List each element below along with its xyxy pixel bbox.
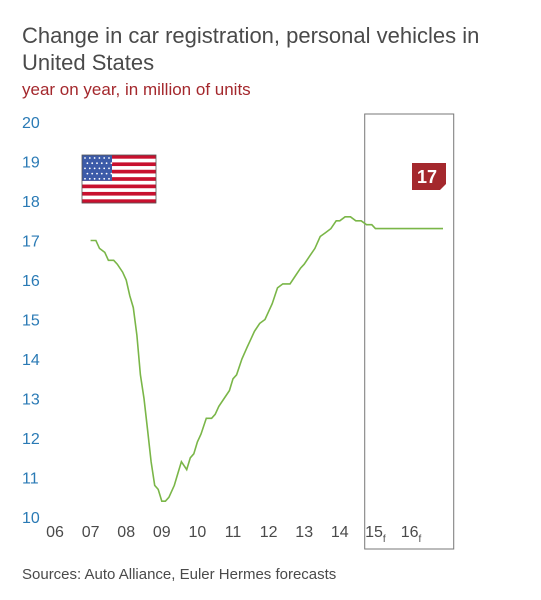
source-note: Sources: Auto Alliance, Euler Hermes for… [22, 566, 337, 583]
x-tick-label: 06 [46, 524, 64, 541]
y-tick-label: 20 [22, 115, 40, 132]
y-tick-label: 11 [22, 471, 39, 488]
y-tick-label: 18 [22, 194, 40, 211]
x-tick-label: 16f [401, 524, 422, 545]
y-tick-label: 19 [22, 155, 40, 172]
y-tick-label: 14 [22, 352, 40, 369]
x-tick-label: 14 [331, 524, 349, 541]
y-tick-label: 13 [22, 392, 40, 409]
x-tick-label: 07 [82, 524, 100, 541]
x-tick-label: 13 [295, 524, 313, 541]
y-tick-label: 17 [22, 234, 40, 251]
x-tick-label: 12 [260, 524, 278, 541]
x-axis: 06 07 08 09 10 11 12 13 14 15f 16f [46, 524, 421, 545]
series-line [90, 216, 443, 503]
x-tick-label: 08 [117, 524, 135, 541]
chart-title: Change in car registration, personal veh… [22, 23, 480, 75]
x-tick-label: 11 [225, 524, 242, 541]
chart-subtitle: year on year, in million of units [22, 80, 251, 99]
x-tick-label: 09 [153, 524, 171, 541]
value-badge: 17 [412, 163, 446, 190]
y-tick-label: 15 [22, 313, 40, 330]
y-tick-label: 16 [22, 273, 40, 290]
badge-label: 17 [417, 167, 437, 187]
y-axis: 10 11 12 13 14 15 16 17 18 19 20 [22, 115, 40, 527]
y-tick-label: 10 [22, 510, 40, 527]
x-tick-label: 15f [365, 524, 386, 545]
y-tick-label: 12 [22, 431, 40, 448]
us-flag-icon [81, 154, 157, 204]
forecast-period-box [364, 113, 455, 550]
x-tick-label: 10 [189, 524, 207, 541]
